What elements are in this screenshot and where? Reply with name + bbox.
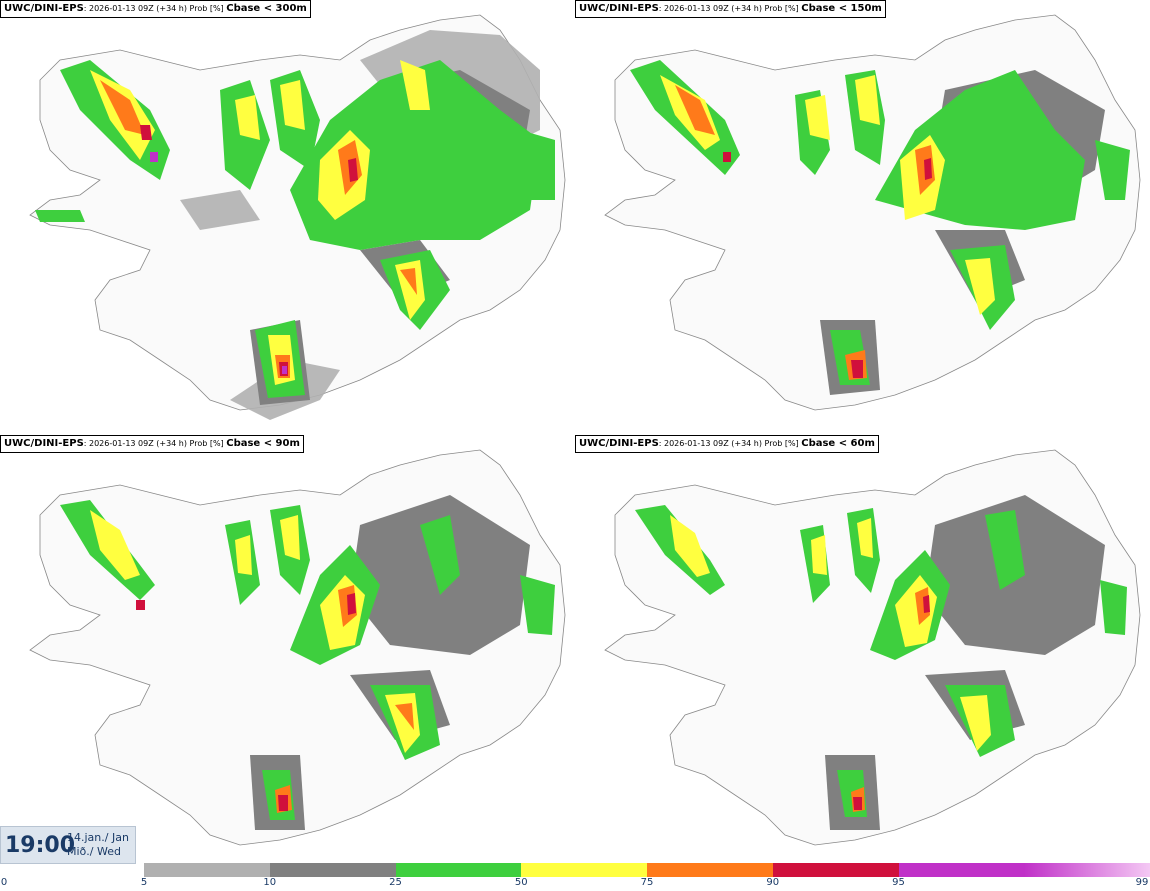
colorbar-tick-label: 25 <box>389 877 402 888</box>
valid-date: 14.jan./ Jan Mið./ Wed <box>67 831 129 859</box>
colorbar-segment <box>647 863 773 877</box>
colorbar-tick-label: 90 <box>766 877 780 888</box>
colorbar-tick-label: 99 <box>1135 877 1149 888</box>
panel-title: UWC/DINI-EPS: 2026-01-13 09Z (+34 h) Pro… <box>0 0 311 18</box>
colorbar-tick-label: 10 <box>263 877 277 888</box>
colorbar-tick-label: 75 <box>640 877 654 888</box>
iceland-probability-map <box>604 449 1141 846</box>
colorbar-segment <box>1024 863 1150 877</box>
colorbar-segment <box>772 863 899 877</box>
model-name: UWC/DINI-EPS <box>4 3 84 14</box>
colorbar-tick-label: 95 <box>892 877 905 888</box>
valid-date-line1: 14.jan./ Jan <box>67 831 129 844</box>
parameter-label: Cbase < 150m <box>801 3 882 14</box>
parameter-label: Cbase < 60m <box>801 438 875 449</box>
panel-title: UWC/DINI-EPS: 2026-01-13 09Z (+34 h) Pro… <box>0 435 304 453</box>
valid-time: 19:00 <box>5 833 76 858</box>
prob-red <box>136 593 356 811</box>
map-panel-cbase-150m: UWC/DINI-EPS: 2026-01-13 09Z (+34 h) Pro… <box>575 0 1150 435</box>
model-name: UWC/DINI-EPS <box>579 438 659 449</box>
prob-red <box>723 152 932 378</box>
run-meta: : 2026-01-13 09Z (+34 h) Prob [%] <box>83 439 227 448</box>
map-panel-cbase-90m: UWC/DINI-EPS: 2026-01-13 09Z (+34 h) Pro… <box>0 435 575 870</box>
model-name: UWC/DINI-EPS <box>579 3 659 14</box>
iceland-probability-map <box>29 14 566 420</box>
iceland-probability-map <box>29 449 566 846</box>
valid-time-box: 19:00 14.jan./ Jan Mið./ Wed <box>0 826 136 864</box>
model-name: UWC/DINI-EPS <box>4 438 84 449</box>
probability-colorbar <box>144 863 1150 877</box>
run-meta: : 2026-01-13 09Z (+34 h) Prob [%] <box>83 4 227 13</box>
panel-title: UWC/DINI-EPS: 2026-01-13 09Z (+34 h) Pro… <box>575 0 886 18</box>
prob-magenta <box>150 152 287 374</box>
colorbar-segment <box>144 863 270 877</box>
colorbar-tick-label: 50 <box>514 877 528 888</box>
colorbar-tick-label: 5 <box>140 877 148 888</box>
run-meta: : 2026-01-13 09Z (+34 h) Prob [%] <box>658 4 802 13</box>
run-meta: : 2026-01-13 09Z (+34 h) Prob [%] <box>658 439 802 448</box>
colorbar-segment <box>898 863 1025 877</box>
parameter-label: Cbase < 90m <box>226 438 300 449</box>
map-panel-cbase-300m: UWC/DINI-EPS: 2026-01-13 09Z (+34 h) Pro… <box>0 0 575 435</box>
colorbar-segment <box>395 863 522 877</box>
map-panel-cbase-60m: UWC/DINI-EPS: 2026-01-13 09Z (+34 h) Pro… <box>575 435 1150 870</box>
valid-date-line2: Mið./ Wed <box>67 845 121 858</box>
iceland-probability-map <box>604 14 1141 411</box>
colorbar-segment <box>521 863 648 877</box>
panel-title: UWC/DINI-EPS: 2026-01-13 09Z (+34 h) Pro… <box>575 435 879 453</box>
prob-orange <box>675 85 935 380</box>
parameter-label: Cbase < 300m <box>226 3 307 14</box>
colorbar-segment <box>269 863 396 877</box>
prob-red <box>853 595 930 810</box>
colorbar-tick-label: 0 <box>0 877 8 888</box>
